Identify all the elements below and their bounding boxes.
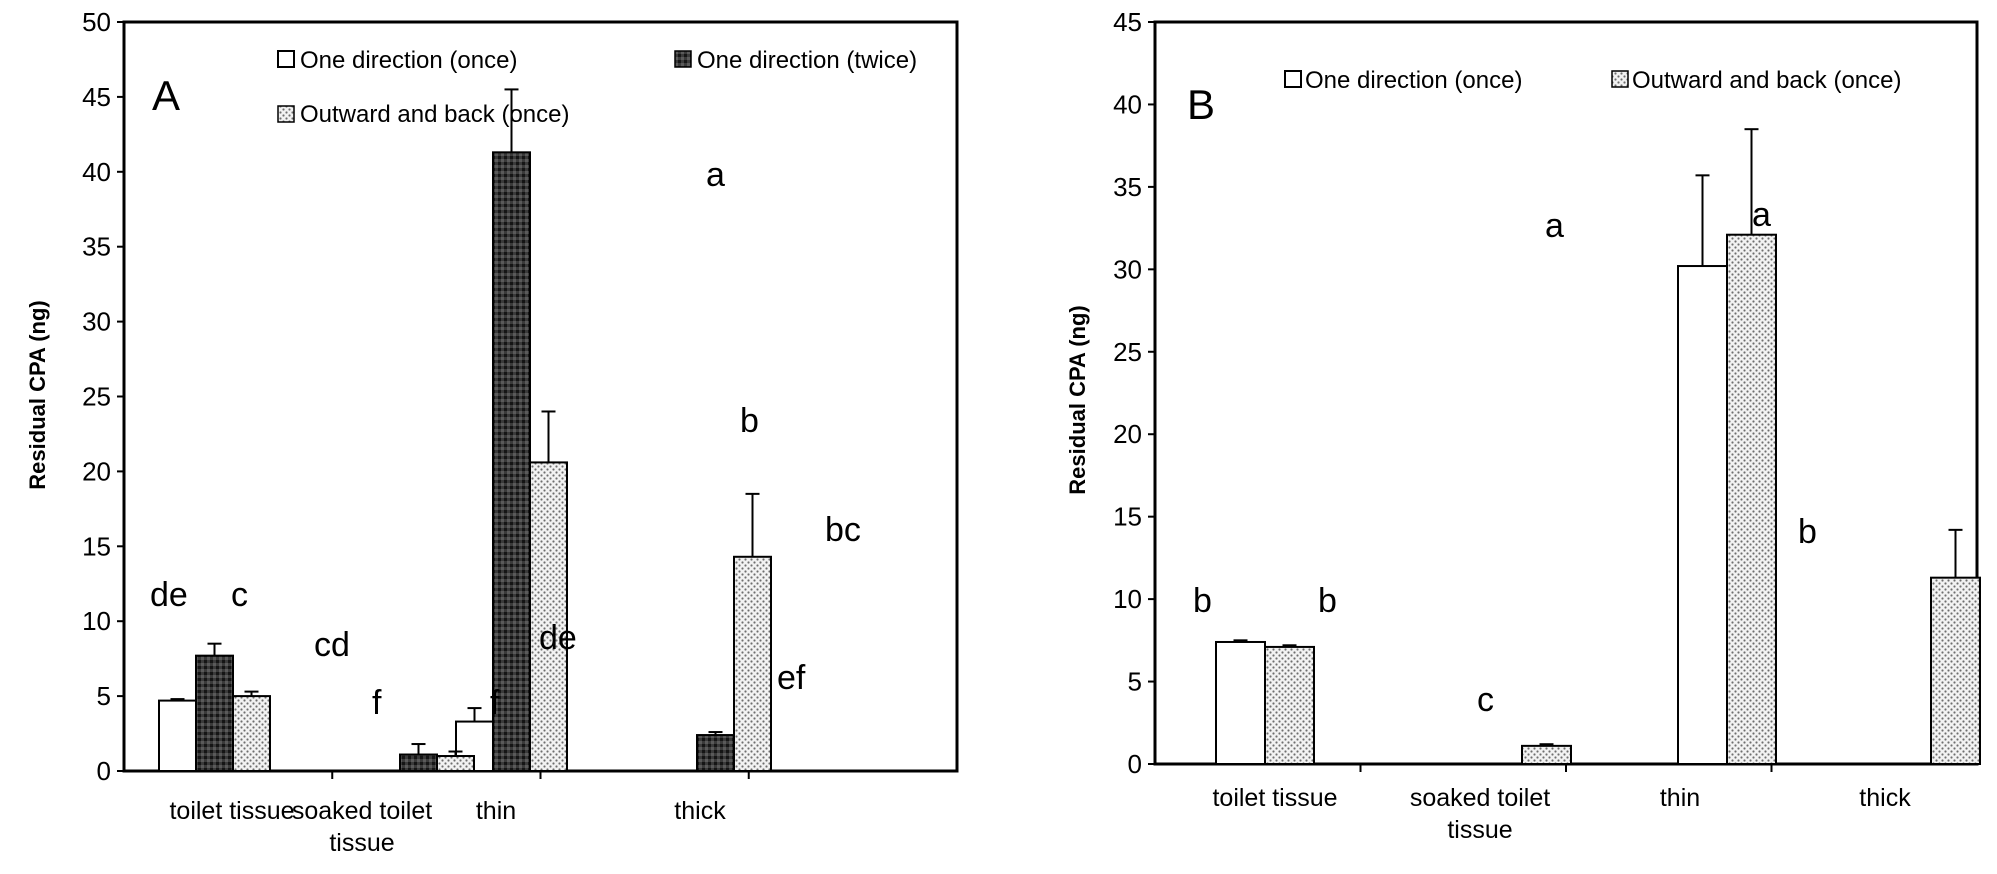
y-tick-label: 45	[82, 82, 111, 112]
legend: One direction (once) One direction (twic…	[277, 47, 917, 128]
x-category-label: soaked toilet tissue	[292, 797, 432, 857]
y-tick-label: 20	[1113, 419, 1142, 449]
sig-letter: cd	[314, 626, 350, 664]
y-tick-label: 25	[82, 382, 111, 412]
sig-letter: a	[1545, 207, 1564, 245]
error-bars	[170, 88, 760, 757]
significance-letters: b b c a a b	[1193, 196, 1817, 719]
bar	[232, 695, 271, 772]
legend-label: One direction (once)	[1305, 67, 1522, 94]
x-category-label: thin	[1660, 784, 1700, 812]
sig-letter: de	[150, 576, 188, 614]
bar	[529, 461, 568, 772]
sig-letter: b	[740, 402, 759, 440]
bar	[1930, 576, 1981, 765]
y-tick-label: 40	[1113, 89, 1142, 119]
x-category-label: toilet tissue	[169, 797, 294, 825]
y-axis-label: Residual CPA (ng)	[25, 300, 50, 489]
legend-label: One direction (twice)	[697, 47, 917, 74]
bar	[158, 699, 197, 772]
bar	[1726, 233, 1777, 765]
y-tick-label: 45	[1113, 7, 1142, 37]
sig-letter: f	[372, 684, 382, 722]
sig-letter: ef	[777, 659, 806, 697]
bar	[399, 753, 438, 772]
bar	[436, 755, 475, 773]
y-tick-label: 5	[97, 681, 111, 711]
sig-letter: bc	[825, 511, 861, 549]
bar	[1521, 744, 1572, 766]
sig-letter: c	[1477, 681, 1494, 719]
y-tick-label: 30	[1113, 254, 1142, 284]
y-axis-label: Residual CPA (ng)	[1065, 305, 1090, 494]
y-tick-label: 0	[97, 756, 111, 786]
significance-letters: de c cd f f de a b ef bc	[150, 156, 861, 722]
x-category-label: toilet tissue	[1212, 784, 1337, 812]
bar	[733, 555, 772, 773]
panel-b-chart: 0 5 10 15 20 25 30 35 40 45 toilet tissue soaked t…	[1065, 7, 1981, 844]
x-category-label: thick	[674, 797, 726, 825]
legend-swatch-white	[1284, 70, 1302, 88]
sig-letter: b	[1798, 513, 1817, 551]
panel-label: A	[152, 72, 180, 119]
legend-swatch-white	[277, 50, 295, 68]
legend: One direction (once) Outward and back (o…	[1284, 67, 1901, 94]
legend-label: Outward and back (once)	[300, 101, 569, 128]
y-axis-ticks: 0 5 10 15 20 25 30 35 40 45	[1113, 7, 1155, 779]
panel-label: B	[1187, 81, 1215, 128]
sig-letter: a	[706, 156, 725, 194]
bars	[158, 151, 772, 773]
y-tick-label: 5	[1128, 667, 1142, 697]
bar	[492, 151, 531, 773]
legend-label: One direction (once)	[300, 47, 517, 74]
panel-a-chart: 0 5 10 15 20 25 30 35 40 45 50 toilet tissuesoaked…	[25, 7, 959, 857]
y-tick-label: 15	[82, 531, 111, 561]
error-bars	[1233, 128, 1963, 746]
x-category-label: soaked toilet tissue	[1410, 784, 1550, 844]
bar	[1677, 265, 1728, 765]
x-category-label: thin	[476, 797, 516, 825]
bar	[1264, 645, 1315, 766]
sig-letter: b	[1318, 582, 1337, 620]
y-tick-label: 0	[1128, 749, 1142, 779]
sig-letter: a	[1752, 196, 1771, 234]
y-tick-label: 40	[82, 157, 111, 187]
legend-swatch-dotted	[277, 105, 295, 123]
bar	[696, 734, 735, 772]
bar	[195, 654, 234, 772]
y-tick-label: 50	[82, 7, 111, 37]
y-axis-ticks: 0 5 10 15 20 25 30 35 40 45 50	[82, 7, 124, 786]
y-tick-label: 35	[1113, 172, 1142, 202]
y-tick-label: 10	[82, 606, 111, 636]
y-tick-label: 20	[82, 456, 111, 486]
legend-swatch-dotted	[1611, 70, 1629, 88]
y-tick-label: 25	[1113, 337, 1142, 367]
y-tick-label: 15	[1113, 502, 1142, 532]
legend-swatch-dark	[674, 50, 692, 68]
sig-letter: c	[231, 576, 248, 614]
bar	[1215, 640, 1266, 766]
sig-letter: f	[490, 684, 500, 722]
y-tick-label: 10	[1113, 584, 1142, 614]
legend-label: Outward and back (once)	[1632, 67, 1901, 94]
y-tick-label: 35	[82, 232, 111, 262]
bars	[1215, 233, 1981, 766]
sig-letter: de	[539, 619, 577, 657]
sig-letter: b	[1193, 582, 1212, 620]
y-tick-label: 30	[82, 307, 111, 337]
x-category-label: thick	[1859, 784, 1911, 812]
